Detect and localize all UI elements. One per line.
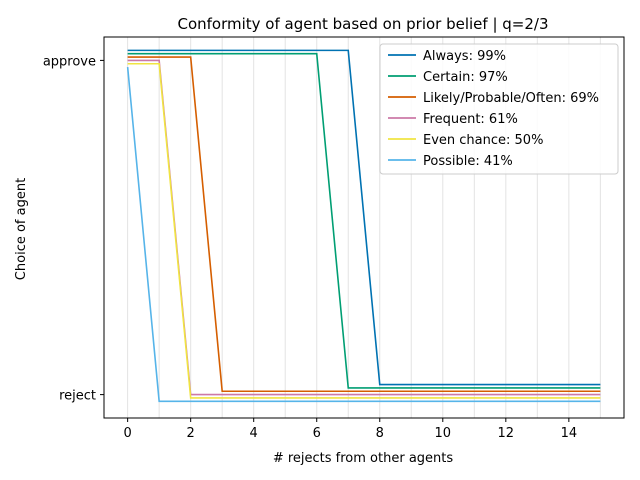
x-tick-label: 8 [376, 426, 384, 441]
x-tick-label: 0 [123, 426, 131, 441]
x-tick-label: 14 [561, 426, 578, 441]
plot-frame [103, 36, 625, 419]
series-line-frequent [127, 59, 601, 396]
series-line-possible [126, 67, 601, 403]
legend-label-always: Always: 99% [423, 49, 506, 64]
series-group [126, 49, 601, 403]
legend: Always: 99% Certain: 97% Likely/Probable/O… [379, 43, 619, 175]
y-axis-label: Choice of agent [14, 178, 29, 280]
legend-label-frequent: Frequent: 61% [423, 112, 518, 127]
legend-label-likely-probable-often: Likely/Probable/Often: 69% [423, 91, 599, 106]
legend-label-possible: Possible: 41% [423, 154, 513, 169]
series-line-certain [127, 52, 601, 389]
y-tick-label-approve: approve [43, 54, 96, 69]
x-tick-label: 10 [435, 426, 452, 441]
chart-title: Conformity of agent based on prior belie… [177, 15, 548, 33]
series-line-always [127, 49, 601, 386]
legend-label-even-chance: Even chance: 50% [423, 133, 543, 148]
legend-frame [379, 43, 619, 175]
y-axis: reject approve [43, 54, 104, 404]
y-tick-label-reject: reject [59, 389, 96, 404]
x-tick-label: 6 [313, 426, 321, 441]
x-tick-label: 2 [187, 426, 195, 441]
series-line-even-chance [127, 62, 601, 399]
legend-label-certain: Certain: 97% [423, 70, 508, 85]
x-axis: 0 2 4 6 8 10 12 14 [123, 418, 577, 441]
series-line-likely-probable-often [127, 56, 601, 393]
x-tick-label: 4 [250, 426, 258, 441]
x-axis-label: # rejects from other agents [273, 451, 454, 466]
x-tick-label: 12 [498, 426, 515, 441]
